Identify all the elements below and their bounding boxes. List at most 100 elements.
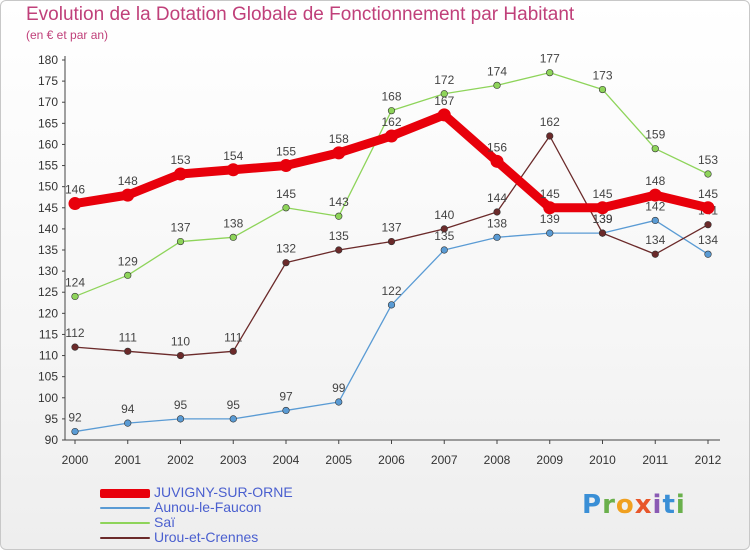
data-label-urou-et-crennes-2006: 137 (381, 221, 401, 235)
point-urou-et-crennes-2012 (704, 221, 712, 229)
point-juvigny-sur-orne-2003 (226, 163, 240, 177)
point-sa--2001 (124, 271, 132, 279)
x-tick-label-2002: 2002 (167, 453, 194, 467)
data-label-urou-et-crennes-2009: 162 (540, 115, 560, 129)
point-aunou-le-faucon-2011 (651, 216, 659, 225)
y-tick-label-135: 135 (38, 243, 58, 257)
x-tick-label-2004: 2004 (273, 453, 300, 467)
y-tick-label-130: 130 (38, 264, 58, 278)
point-juvigny-sur-orne-2012 (701, 201, 715, 215)
data-label-juvigny-sur-orne-2010: 145 (592, 187, 612, 201)
y-tick-label-170: 170 (38, 95, 58, 109)
y-tick-label-140: 140 (38, 222, 58, 236)
data-label-sa--2012: 153 (698, 153, 718, 167)
x-tick-label-2006: 2006 (378, 453, 405, 467)
data-label-sa--2006: 168 (381, 90, 401, 104)
point-juvigny-sur-orne-2000 (68, 197, 82, 211)
y-tick-label-155: 155 (38, 159, 58, 173)
y-tick-label-165: 165 (38, 116, 58, 130)
data-label-sa--2010: 173 (592, 69, 612, 83)
data-label-juvigny-sur-orne-2005: 158 (329, 132, 349, 146)
point-sa--2003 (229, 233, 237, 241)
data-label-sa--2000: 124 (65, 275, 85, 289)
data-label-urou-et-crennes-2001: 111 (119, 330, 138, 344)
x-tick-label-2011: 2011 (642, 453, 668, 467)
data-label-urou-et-crennes-2002: 110 (171, 335, 190, 349)
data-label-aunou-le-faucon-2011: 142 (645, 199, 665, 213)
data-label-juvigny-sur-orne-2008: 156 (487, 140, 507, 154)
point-sa--2011 (651, 145, 659, 153)
y-tick-label-160: 160 (38, 137, 58, 151)
data-label-urou-et-crennes-2000: 112 (65, 326, 84, 340)
data-label-aunou-le-faucon-2000: 92 (68, 411, 82, 425)
legend-label-sai: Saï (154, 514, 176, 530)
y-tick-label-175: 175 (38, 74, 58, 88)
point-juvigny-sur-orne-2011 (648, 188, 662, 202)
point-urou-et-crennes-2003 (229, 347, 237, 355)
y-tick-label-90: 90 (45, 433, 59, 447)
data-label-sa--2001: 129 (118, 254, 138, 268)
data-label-juvigny-sur-orne-2011: 148 (645, 174, 665, 188)
y-tick-label-110: 110 (39, 349, 58, 363)
proxiti-logo: Proxiti (582, 490, 686, 520)
point-sa--2002 (176, 237, 185, 246)
x-tick-label-2009: 2009 (536, 453, 563, 467)
x-tick-label-2001: 2001 (114, 453, 141, 467)
chart-subtitle: (en € et par an) (26, 28, 109, 42)
point-aunou-le-faucon-2001 (124, 419, 132, 427)
y-tick-label-180: 180 (38, 53, 58, 67)
x-tick-label-2007: 2007 (431, 453, 458, 467)
y-tick-label-125: 125 (38, 285, 58, 299)
x-tick-label-2008: 2008 (484, 453, 511, 467)
point-aunou-le-faucon-2002 (176, 415, 185, 423)
point-aunou-le-faucon-2003 (229, 415, 237, 423)
point-aunou-le-faucon-2004 (282, 406, 290, 415)
data-label-juvigny-sur-orne-2001: 148 (118, 174, 138, 188)
data-label-juvigny-sur-orne-2000: 146 (65, 183, 85, 197)
point-urou-et-crennes-2008 (493, 208, 501, 216)
legend-label-aunou: Aunou-le-Faucon (154, 499, 262, 515)
data-label-juvigny-sur-orne-2007: 167 (434, 94, 454, 108)
data-label-urou-et-crennes-2003: 111 (224, 330, 243, 344)
data-label-aunou-le-faucon-2003: 95 (227, 398, 241, 412)
point-sa--2012 (704, 170, 712, 178)
data-label-sa--2002: 137 (170, 221, 190, 235)
data-label-sa--2007: 172 (434, 73, 454, 87)
point-juvigny-sur-orne-2002 (174, 167, 187, 181)
point-sa--2006 (387, 107, 396, 115)
point-juvigny-sur-orne-2005 (332, 146, 346, 160)
point-urou-et-crennes-2005 (335, 246, 343, 254)
x-tick-label-2012: 2012 (695, 453, 722, 467)
data-label-juvigny-sur-orne-2006: 162 (381, 115, 401, 129)
point-aunou-le-faucon-2000 (71, 427, 79, 436)
point-urou-et-crennes-2001 (124, 347, 132, 355)
chart-title: Evolution de la Dotation Globale de Fonc… (26, 4, 575, 25)
data-label-juvigny-sur-orne-2003: 154 (223, 149, 243, 163)
point-sa--2010 (598, 85, 607, 94)
point-juvigny-sur-orne-2008 (490, 154, 504, 168)
data-label-aunou-le-faucon-2006: 122 (381, 284, 401, 298)
y-tick-label-115: 115 (39, 327, 58, 341)
legend-swatch-sai (100, 522, 150, 524)
legend-swatch-juvigny (100, 489, 150, 498)
point-sa--2009 (546, 69, 554, 77)
point-aunou-le-faucon-2007 (440, 246, 448, 254)
point-juvigny-sur-orne-2004 (279, 159, 293, 173)
x-tick-label-2003: 2003 (220, 453, 247, 467)
point-sa--2005 (335, 212, 343, 220)
data-label-sa--2005: 143 (329, 195, 349, 209)
x-tick-label-2010: 2010 (589, 453, 616, 467)
legend-label-juvigny: JUVIGNY-SUR-ORNE (154, 484, 293, 500)
point-juvigny-sur-orne-2009 (543, 201, 557, 215)
data-label-sa--2011: 159 (645, 128, 665, 142)
point-urou-et-crennes-2000 (71, 343, 79, 351)
legend-swatch-urou (100, 537, 150, 539)
point-aunou-le-faucon-2012 (704, 250, 712, 258)
data-label-juvigny-sur-orne-2009: 145 (540, 187, 560, 201)
series-line-urou-et-crennes (74, 135, 709, 357)
y-tick-label-105: 105 (38, 370, 58, 384)
data-label-aunou-le-faucon-2009: 139 (540, 212, 560, 226)
point-urou-et-crennes-2004 (282, 259, 290, 267)
y-tick-label-150: 150 (38, 180, 58, 194)
